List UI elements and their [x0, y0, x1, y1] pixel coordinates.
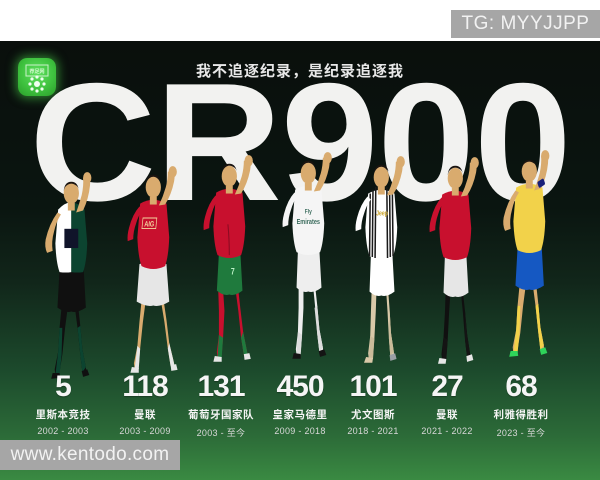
- svg-text:7: 7: [231, 265, 235, 276]
- svg-text:AIG: AIG: [144, 221, 155, 229]
- svg-text:Fly: Fly: [305, 209, 313, 216]
- svg-text:Emirates: Emirates: [297, 218, 321, 226]
- svg-text:Jeep: Jeep: [376, 210, 388, 218]
